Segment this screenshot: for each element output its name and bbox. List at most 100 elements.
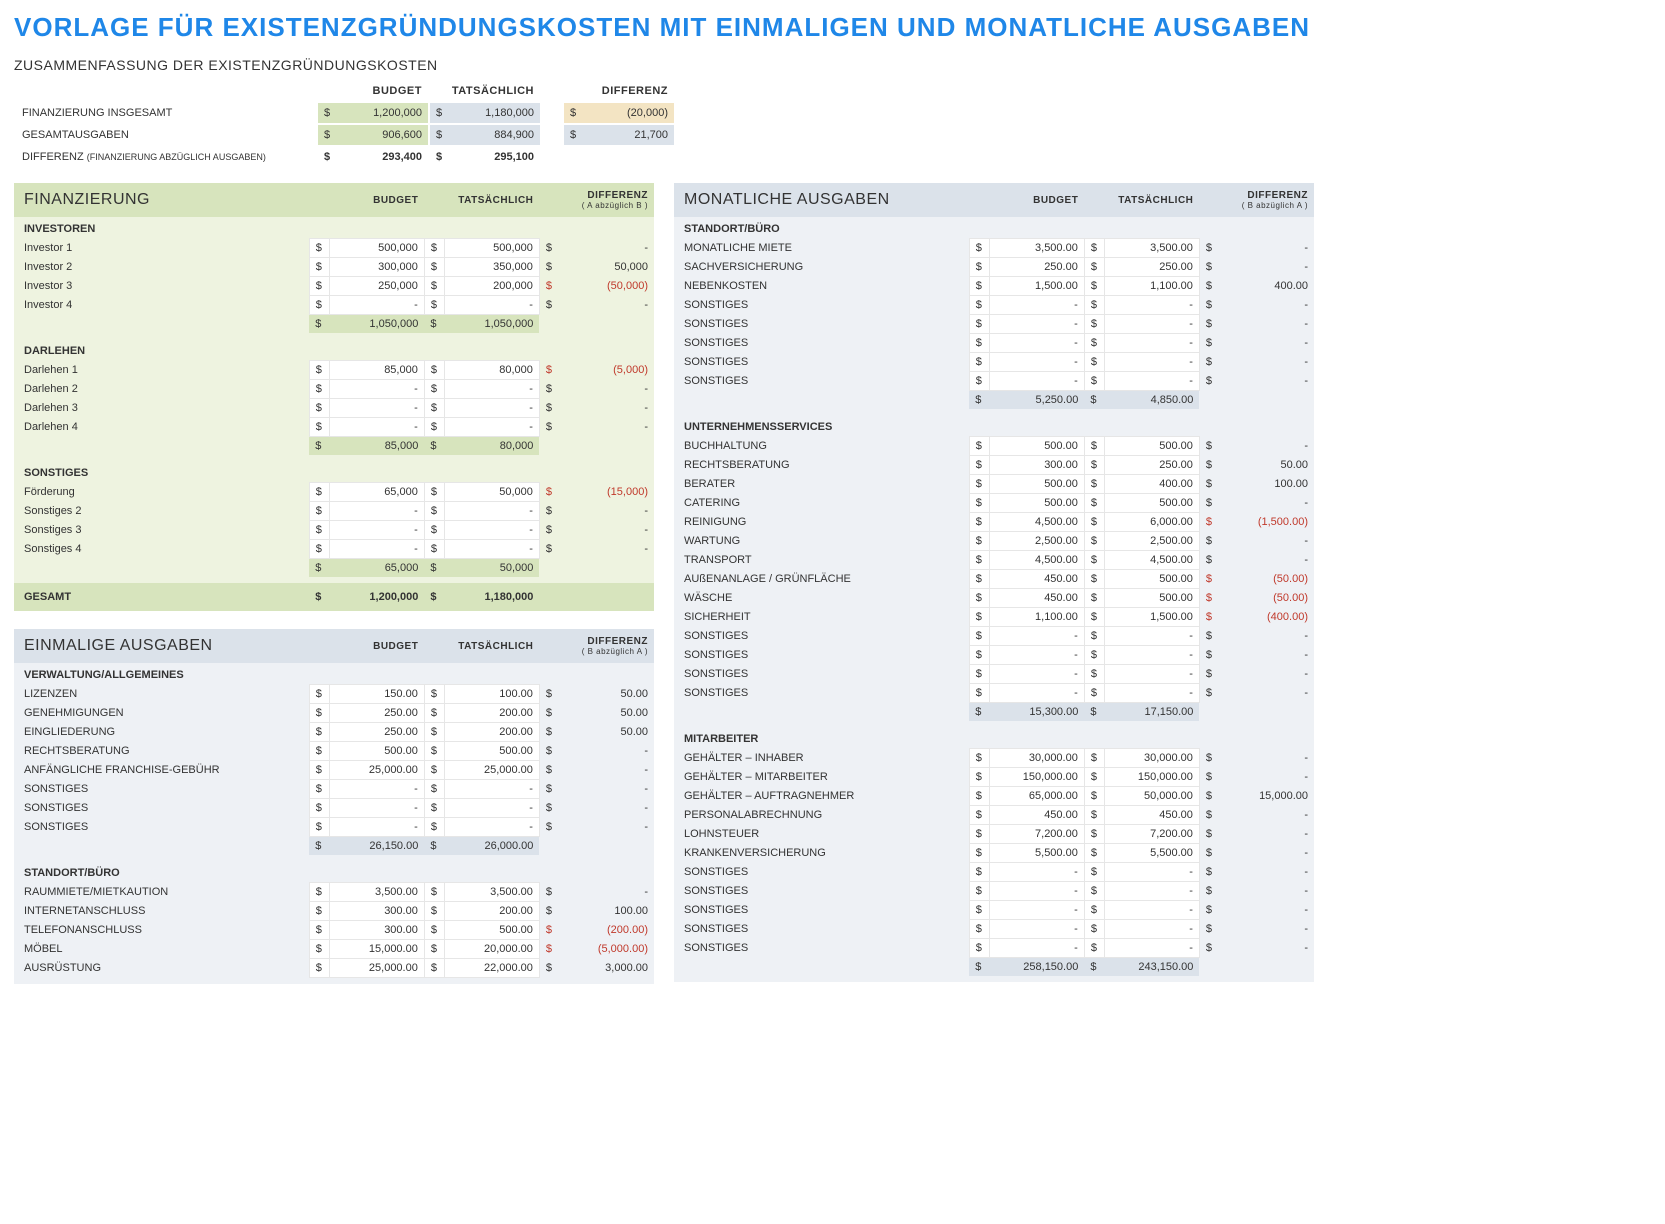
cell-actual[interactable]: - [445, 296, 540, 315]
cell-budget[interactable]: - [989, 882, 1084, 901]
cell-budget[interactable]: 250.00 [989, 258, 1084, 277]
cell-budget[interactable]: 300.00 [329, 921, 424, 940]
cell-actual[interactable]: 450.00 [1105, 806, 1200, 825]
cell-budget[interactable]: 450.00 [989, 570, 1084, 589]
cell-actual[interactable]: 250.00 [1105, 258, 1200, 277]
cell-budget[interactable]: 3,500.00 [329, 883, 424, 902]
cell-actual[interactable]: - [1105, 296, 1200, 315]
cell-actual[interactable]: 500.00 [445, 921, 540, 940]
cell-actual[interactable]: - [445, 521, 540, 540]
cell-actual[interactable]: - [1105, 939, 1200, 958]
cell-budget[interactable]: - [989, 646, 1084, 665]
cell-budget[interactable]: 450.00 [989, 806, 1084, 825]
cell-actual[interactable]: 1,500.00 [1105, 608, 1200, 627]
cell-budget[interactable]: 25,000.00 [329, 959, 424, 978]
cell-budget[interactable]: 250,000 [329, 277, 424, 296]
cell-actual[interactable]: 500.00 [1105, 494, 1200, 513]
cell-actual[interactable]: - [445, 780, 540, 799]
cell-actual[interactable]: 20,000.00 [445, 940, 540, 959]
cell-budget[interactable]: - [329, 418, 424, 437]
cell-actual[interactable]: 22,000.00 [445, 959, 540, 978]
cell-budget[interactable]: - [989, 315, 1084, 334]
cell-budget[interactable]: - [989, 372, 1084, 391]
cell-actual[interactable]: - [1105, 627, 1200, 646]
cell-actual[interactable]: - [445, 399, 540, 418]
cell-actual[interactable]: - [1105, 334, 1200, 353]
cell-budget[interactable]: - [989, 920, 1084, 939]
cell-budget[interactable]: - [329, 780, 424, 799]
cell-budget[interactable]: 500.00 [989, 475, 1084, 494]
cell-budget[interactable]: 500.00 [329, 742, 424, 761]
cell-budget[interactable]: 500.00 [989, 437, 1084, 456]
cell-actual[interactable]: 4,500.00 [1105, 551, 1200, 570]
cell-actual[interactable]: 3,500.00 [1105, 239, 1200, 258]
cell-actual[interactable]: - [1105, 372, 1200, 391]
cell-budget[interactable]: 85,000 [329, 361, 424, 380]
cell-budget[interactable]: 150,000.00 [989, 768, 1084, 787]
cell-budget[interactable]: - [329, 502, 424, 521]
cell-actual[interactable]: 250.00 [1105, 456, 1200, 475]
cell-budget[interactable]: - [329, 799, 424, 818]
cell-actual[interactable]: 1,100.00 [1105, 277, 1200, 296]
cell-budget[interactable]: - [989, 334, 1084, 353]
cell-budget[interactable]: 150.00 [329, 685, 424, 704]
cell-actual[interactable]: 350,000 [445, 258, 540, 277]
cell-budget[interactable]: 500,000 [329, 239, 424, 258]
cell-budget[interactable]: - [989, 863, 1084, 882]
cell-actual[interactable]: 200,000 [445, 277, 540, 296]
cell-actual[interactable]: 5,500.00 [1105, 844, 1200, 863]
cell-actual[interactable]: - [1105, 315, 1200, 334]
cell-actual[interactable]: 30,000.00 [1105, 749, 1200, 768]
cell-actual[interactable]: - [445, 818, 540, 837]
cell-budget[interactable]: 1,100.00 [989, 608, 1084, 627]
cell-actual[interactable]: - [1105, 646, 1200, 665]
cell-budget[interactable]: 450.00 [989, 589, 1084, 608]
cell-budget[interactable]: 5,500.00 [989, 844, 1084, 863]
cell-actual[interactable]: - [445, 380, 540, 399]
cell-actual[interactable]: 500.00 [1105, 570, 1200, 589]
cell-budget[interactable]: 4,500.00 [989, 551, 1084, 570]
cell-actual[interactable]: 500,000 [445, 239, 540, 258]
cell-actual[interactable]: - [1105, 863, 1200, 882]
cell-budget[interactable]: - [989, 627, 1084, 646]
cell-actual[interactable]: 3,500.00 [445, 883, 540, 902]
cell-actual[interactable]: - [1105, 684, 1200, 703]
cell-budget[interactable]: 300.00 [329, 902, 424, 921]
cell-budget[interactable]: 4,500.00 [989, 513, 1084, 532]
cell-actual[interactable]: 50,000.00 [1105, 787, 1200, 806]
cell-budget[interactable]: 250.00 [329, 723, 424, 742]
cell-actual[interactable]: - [1105, 353, 1200, 372]
cell-actual[interactable]: 500.00 [445, 742, 540, 761]
cell-actual[interactable]: - [445, 418, 540, 437]
cell-actual[interactable]: - [1105, 901, 1200, 920]
cell-budget[interactable]: - [329, 540, 424, 559]
cell-budget[interactable]: 25,000.00 [329, 761, 424, 780]
cell-budget[interactable]: 2,500.00 [989, 532, 1084, 551]
cell-budget[interactable]: - [989, 665, 1084, 684]
cell-budget[interactable]: - [989, 684, 1084, 703]
cell-budget[interactable]: 1,500.00 [989, 277, 1084, 296]
cell-actual[interactable]: 100.00 [445, 685, 540, 704]
cell-actual[interactable]: - [445, 540, 540, 559]
cell-actual[interactable]: - [445, 502, 540, 521]
cell-budget[interactable]: 65,000 [329, 483, 424, 502]
cell-budget[interactable]: 500.00 [989, 494, 1084, 513]
cell-budget[interactable]: 300.00 [989, 456, 1084, 475]
cell-budget[interactable]: 250.00 [329, 704, 424, 723]
cell-budget[interactable]: 15,000.00 [329, 940, 424, 959]
cell-budget[interactable]: - [329, 521, 424, 540]
cell-budget[interactable]: - [989, 353, 1084, 372]
cell-actual[interactable]: 500.00 [1105, 589, 1200, 608]
cell-budget[interactable]: - [329, 399, 424, 418]
cell-budget[interactable]: - [989, 901, 1084, 920]
cell-actual[interactable]: 500.00 [1105, 437, 1200, 456]
cell-actual[interactable]: 2,500.00 [1105, 532, 1200, 551]
cell-budget[interactable]: - [329, 818, 424, 837]
cell-actual[interactable]: 50,000 [445, 483, 540, 502]
cell-actual[interactable]: 200.00 [445, 723, 540, 742]
cell-actual[interactable]: - [1105, 882, 1200, 901]
cell-actual[interactable]: 200.00 [445, 704, 540, 723]
cell-actual[interactable]: 150,000.00 [1105, 768, 1200, 787]
cell-actual[interactable]: 7,200.00 [1105, 825, 1200, 844]
cell-budget[interactable]: - [329, 380, 424, 399]
